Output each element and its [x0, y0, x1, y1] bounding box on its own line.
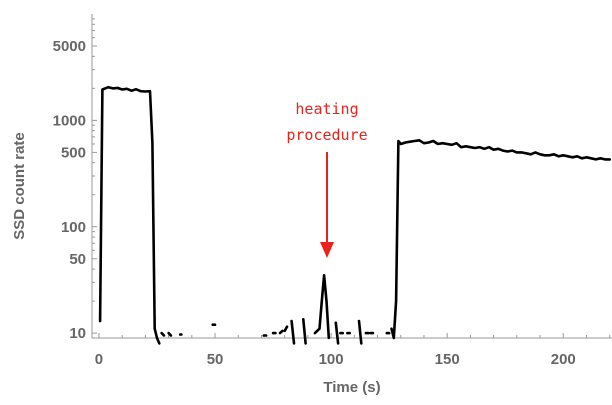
x-tick-label: 200 — [551, 351, 576, 368]
tick-labels: 0 50 100 150 200 10 50 100 500 1000 5000 — [53, 38, 576, 368]
series-line-segment — [357, 319, 363, 345]
series-line-segment — [167, 331, 173, 337]
y-axis-title: SSD count rate — [11, 132, 28, 240]
annotation-arrow — [320, 152, 334, 258]
annotation-line-2: procedure — [286, 126, 367, 144]
series-line-segment — [283, 325, 289, 333]
series-layer — [98, 85, 612, 345]
x-axis-title: Time (s) — [323, 379, 380, 396]
series-line-segment — [313, 273, 331, 340]
axis-ticks — [92, 18, 611, 339]
x-tick-label: 0 — [95, 351, 103, 368]
series-line-segment — [290, 319, 296, 345]
y-tick-label: 5000 — [53, 38, 86, 55]
y-tick-label: 100 — [61, 219, 86, 236]
series-line-segment — [301, 317, 307, 345]
y-tick-label: 500 — [61, 144, 86, 161]
series-line-segment — [390, 139, 612, 340]
annotation-arrow-head — [320, 242, 334, 258]
series-line-segment — [98, 85, 161, 345]
y-tick-label: 50 — [69, 251, 86, 268]
x-tick-label: 50 — [207, 351, 224, 368]
annotation-line-1: heating — [295, 100, 358, 118]
x-tick-label: 150 — [435, 351, 460, 368]
y-tick-label: 1000 — [53, 112, 86, 129]
y-tick-label: 10 — [69, 325, 86, 342]
series-line-segment — [160, 331, 166, 337]
series-line-segment — [278, 329, 284, 335]
x-tick-label: 100 — [319, 351, 344, 368]
series-line-segment — [334, 321, 340, 345]
